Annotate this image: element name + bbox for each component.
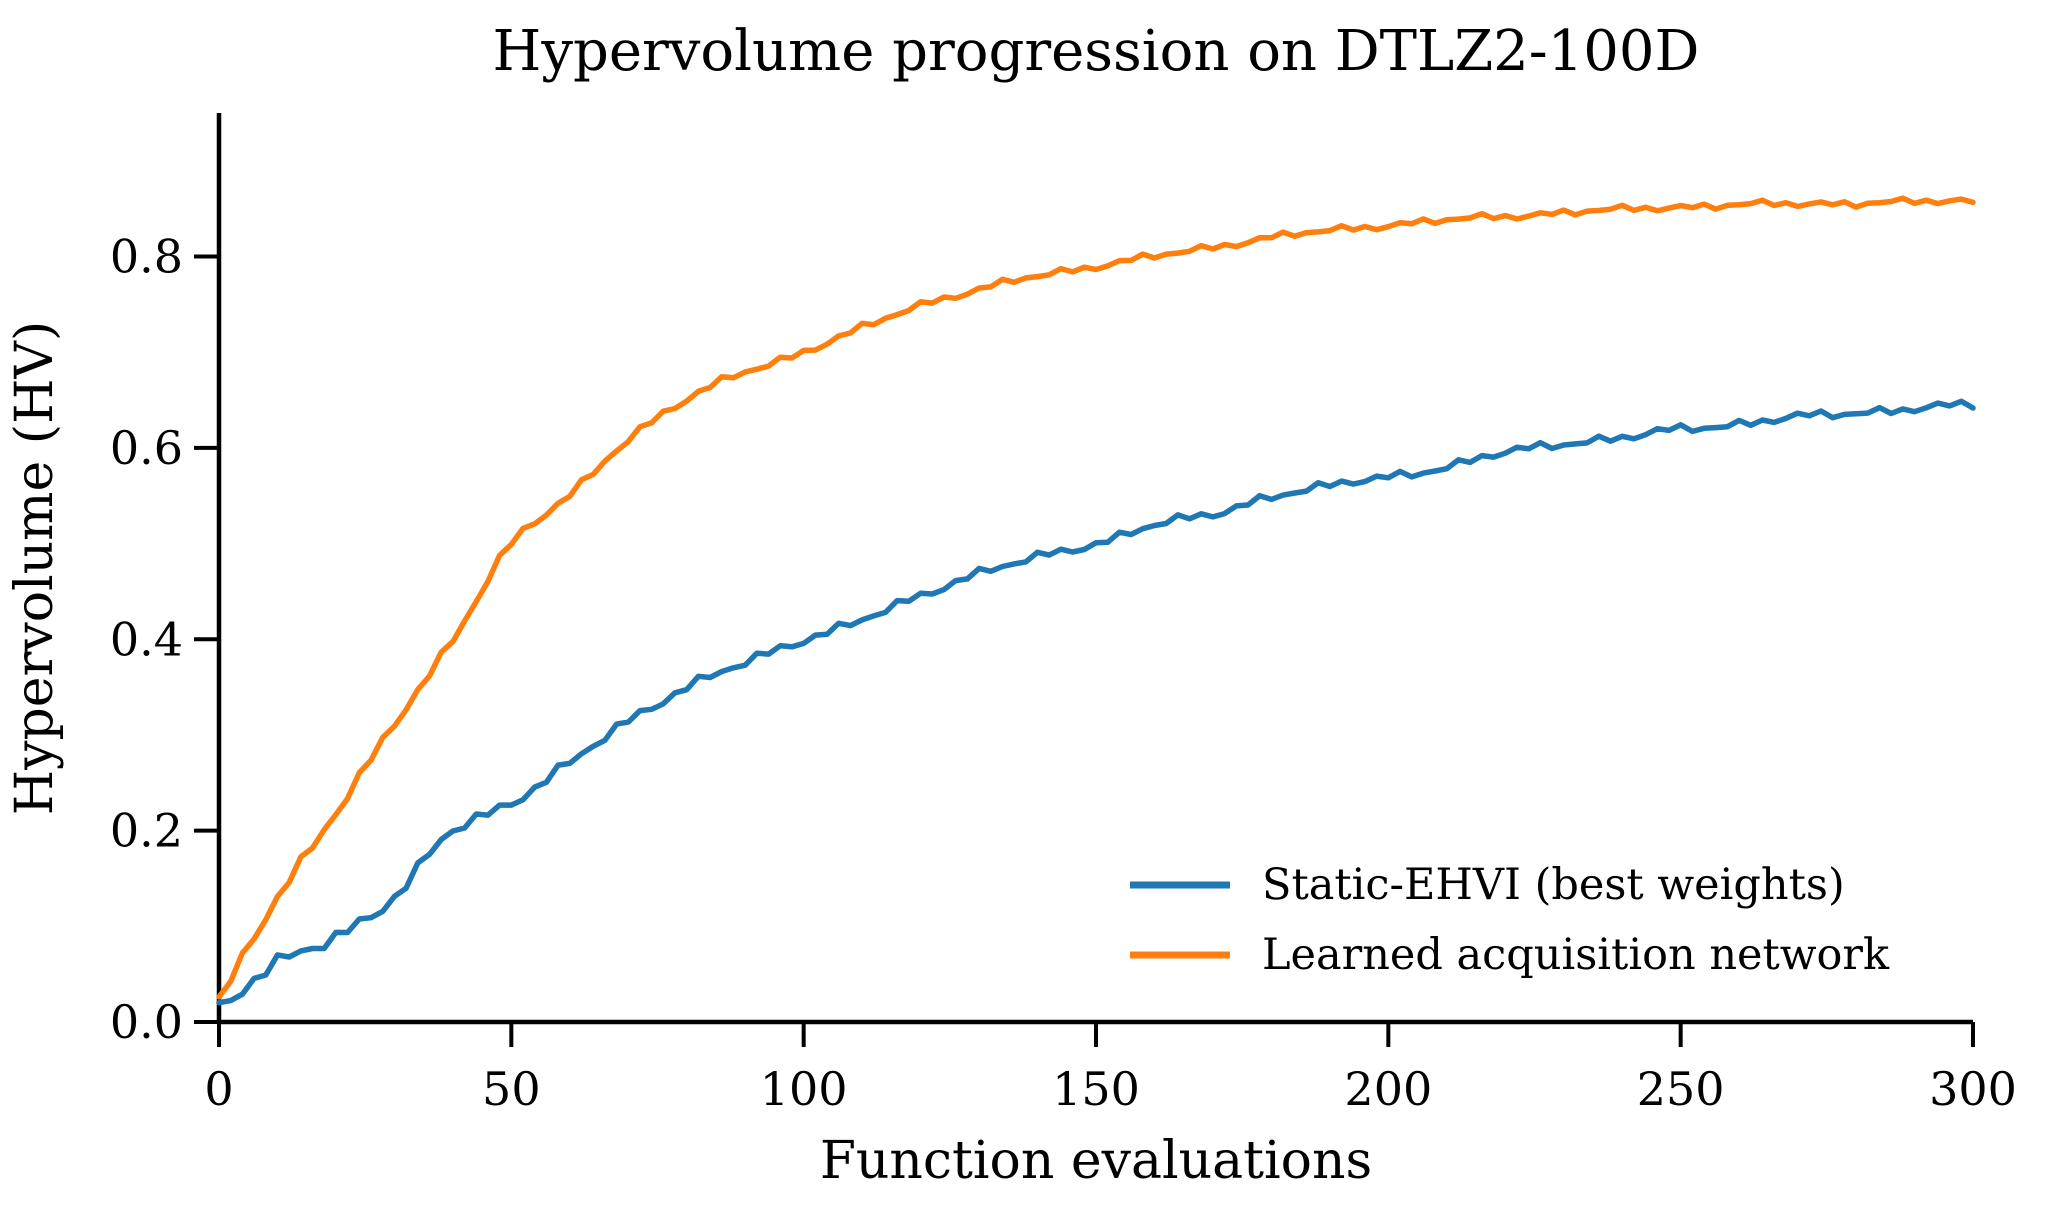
y-tick-label: 0.0 bbox=[110, 995, 183, 1049]
y-tick-label: 0.2 bbox=[110, 804, 183, 858]
y-tick-label: 0.6 bbox=[110, 421, 183, 475]
x-tick-label: 150 bbox=[1052, 1062, 1140, 1116]
chart-title: Hypervolume progression on DTLZ2-100D bbox=[493, 19, 1700, 84]
x-tick-label: 200 bbox=[1344, 1062, 1432, 1116]
data-series bbox=[216, 195, 1976, 1006]
series-line-0 bbox=[216, 398, 1976, 1006]
y-tick-label: 0.4 bbox=[110, 612, 183, 666]
y-tick-label: 0.8 bbox=[110, 230, 183, 284]
legend: Static-EHVI (best weights) Learned acqui… bbox=[1130, 860, 1890, 980]
x-tick-label: 250 bbox=[1637, 1062, 1725, 1116]
series-line-1 bbox=[216, 195, 1976, 1000]
y-axis-ticks: 0.0 0.2 0.4 0.6 0.8 bbox=[110, 230, 219, 1049]
x-tick-label: 100 bbox=[760, 1062, 848, 1116]
x-tick-label: 50 bbox=[482, 1062, 541, 1116]
legend-label-learned-acq: Learned acquisition network bbox=[1262, 930, 1890, 980]
x-tick-label: 300 bbox=[1929, 1062, 2017, 1116]
x-axis-ticks: 0 50 100 150 200 250 300 bbox=[204, 1022, 2017, 1116]
x-tick-label: 0 bbox=[204, 1062, 233, 1116]
legend-label-static-ehvi: Static-EHVI (best weights) bbox=[1262, 860, 1845, 910]
y-axis-label: Hypervolume (HV) bbox=[5, 321, 65, 816]
x-axis-label: Function evaluations bbox=[820, 1131, 1372, 1191]
